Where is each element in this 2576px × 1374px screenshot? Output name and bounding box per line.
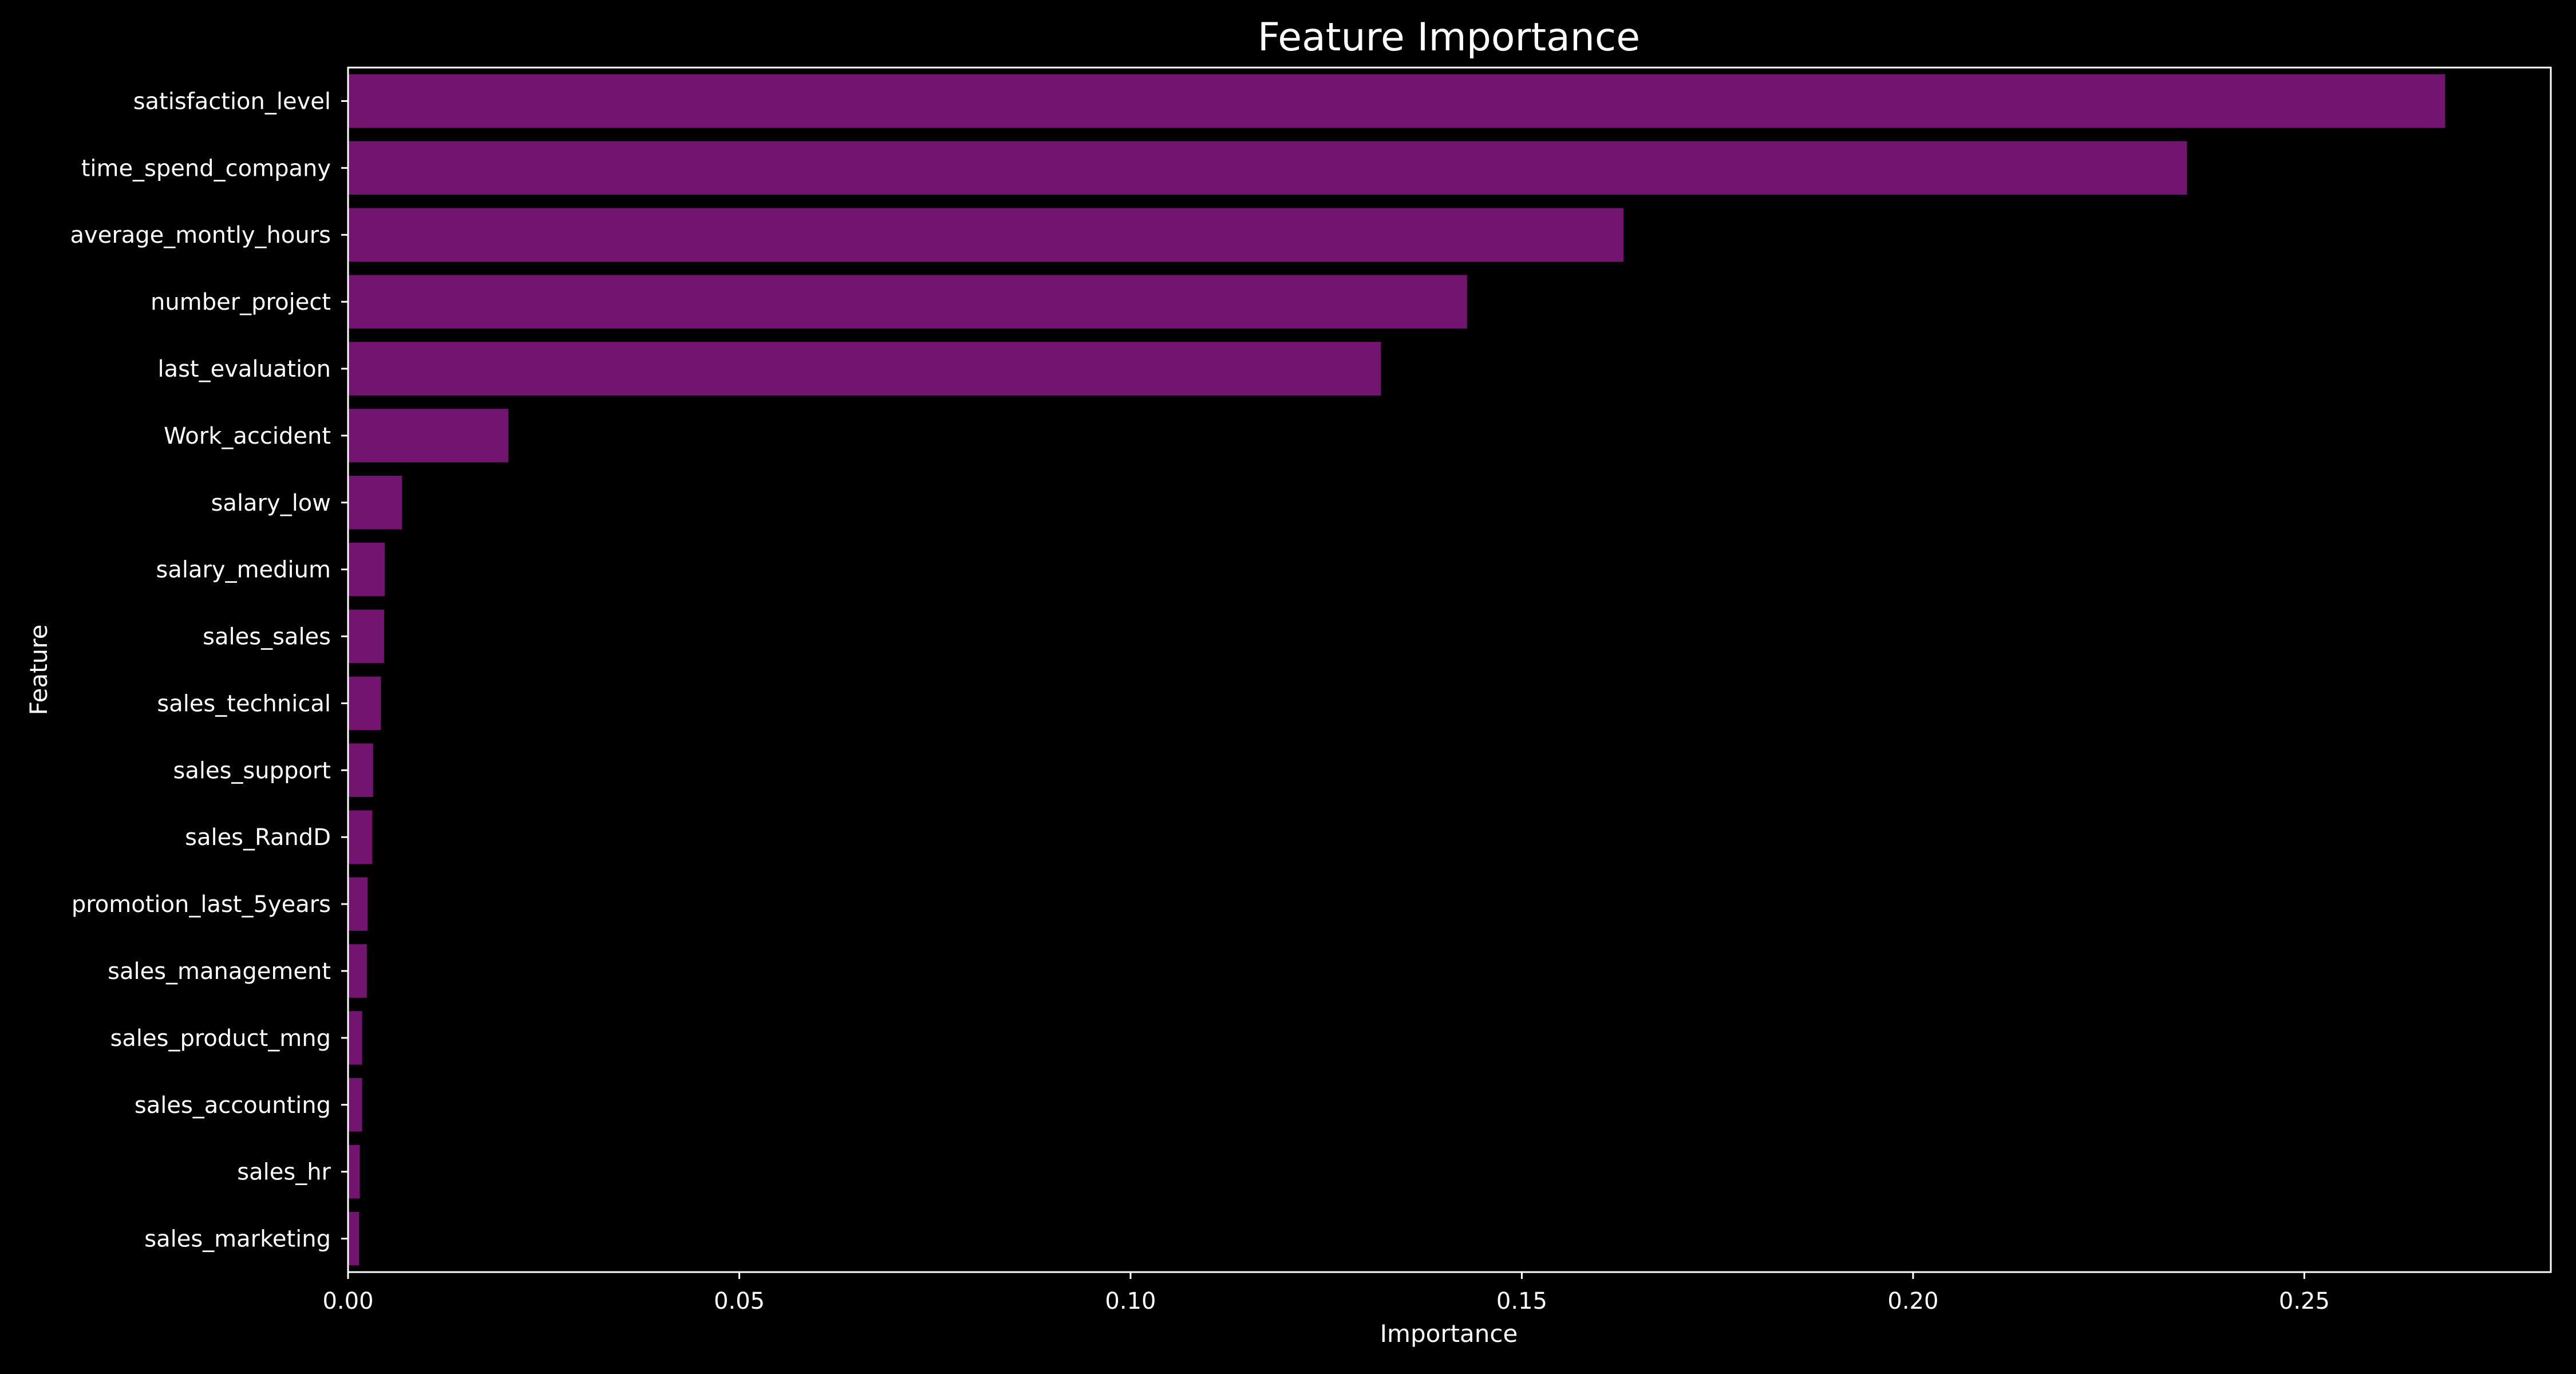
x-tick-label: 0.25 [2279,1288,2330,1314]
y-axis: satisfaction_level time_spend_companyaver… [70,88,348,1253]
y-tick-label-work-accident: Work_accident [164,423,331,449]
bar-sales-technical [348,676,381,731]
x-tick-label: 0.05 [714,1288,765,1314]
y-tick-label-sales-support: sales_support [173,757,331,784]
y-tick-label-promotion-last-5years: promotion_last_5years [72,891,331,918]
y-tick-label-sales-hr: sales_hr [237,1159,331,1186]
x-axis: 0.00 0.05 0.10 0.15 0.20 0.25 [322,1272,2330,1314]
x-tick-label: 0.00 [322,1288,373,1314]
y-tick-label-number-project: number_project [151,289,331,315]
bar-sales-hr [348,1144,360,1199]
y-tick-label-sales-marketing: sales_marketing [144,1226,331,1253]
x-axis-label: Importance [1380,1320,1518,1348]
x-tick-label: 0.10 [1105,1288,1156,1314]
y-tick-label-salary-low: salary_low [211,490,331,516]
y-tick-label-last-evaluation: last_evaluation [157,356,331,382]
bar-salary-medium [348,542,385,597]
bar-number-project [348,275,1467,329]
bar-salary-low [348,476,402,530]
y-tick-label-sales-technical: sales_technical [157,690,331,717]
y-tick-label-salary-medium: salary_medium [156,557,331,583]
bar-sales-randd [348,810,373,864]
bar-time-spend-company [348,141,2187,195]
y-tick-label-sales-management: sales_management [108,958,331,985]
bar-sales-marketing [348,1211,359,1266]
bar-sales-product-mng [348,1011,362,1065]
y-tick-label-average-montly-hours: average_montly_hours [70,222,331,248]
x-tick-label: 0.15 [1496,1288,1547,1314]
y-axis-label: Feature [25,625,53,716]
y-tick-label-sales-accounting: sales_accounting [135,1092,331,1119]
bar-sales-accounting [348,1078,362,1132]
bars-group [348,74,2445,1266]
bar-satisfaction-level [348,74,2445,128]
bar-sales-management [348,944,367,998]
y-tick-label-time-spend-company: time_spend_company [81,155,331,181]
bar-sales-sales [348,609,384,664]
y-tick-label-sales-sales: sales_sales [203,624,331,650]
y-tick-label-satisfaction-level: satisfaction_level [133,88,331,114]
bar-sales-support [348,743,373,797]
bar-work-accident [348,409,509,463]
x-tick-label: 0.20 [1887,1288,1938,1314]
plot-frame [347,66,2552,1273]
chart-title: Feature Importance [1258,15,1640,60]
y-tick-label-sales-randd: sales_RandD [185,824,331,851]
bar-last-evaluation [348,342,1381,396]
bar-promotion-last-5years [348,877,368,931]
bar-average-montly-hours [348,208,1624,262]
y-tick-label-sales-product-mng: sales_product_mng [110,1025,331,1052]
